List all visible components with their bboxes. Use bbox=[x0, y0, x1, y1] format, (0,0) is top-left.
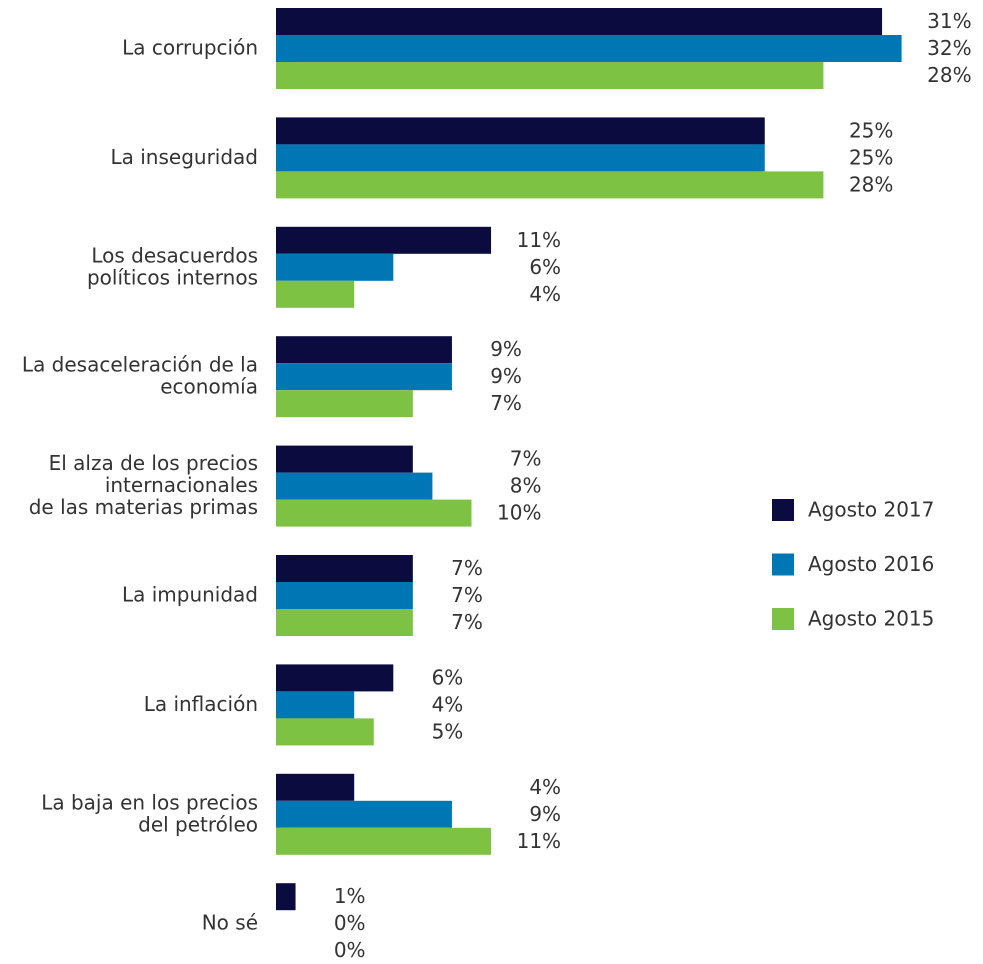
value-label: 4% bbox=[432, 692, 464, 716]
category-label-line: La corrupción bbox=[122, 35, 258, 59]
bar bbox=[276, 280, 355, 308]
bar bbox=[276, 171, 824, 199]
value-label: 0% bbox=[334, 938, 366, 962]
value-label: 9% bbox=[529, 802, 561, 826]
bar bbox=[276, 35, 902, 62]
value-label: 8% bbox=[510, 474, 542, 498]
value-label: 6% bbox=[529, 255, 561, 279]
category-label: La inflación bbox=[144, 691, 258, 715]
category-label-line: La baja en los precios bbox=[41, 790, 258, 814]
legend-label: Agosto 2015 bbox=[808, 607, 934, 631]
value-label: 25% bbox=[849, 118, 893, 142]
bar bbox=[276, 609, 413, 636]
category-label-line: internacionales bbox=[105, 473, 258, 497]
bar bbox=[276, 555, 413, 582]
value-label: 5% bbox=[432, 719, 464, 743]
category-label-line: La impunidad bbox=[122, 582, 258, 606]
legend-swatch bbox=[772, 608, 794, 630]
bar bbox=[276, 8, 883, 35]
bar bbox=[276, 773, 355, 801]
legend-label: Agosto 2016 bbox=[808, 552, 934, 576]
category-label-line: La inseguridad bbox=[110, 144, 258, 168]
category-label: La impunidad bbox=[122, 582, 258, 606]
category-label-line: No sé bbox=[202, 910, 258, 934]
category-label-line: del petróleo bbox=[138, 812, 258, 836]
value-label: 11% bbox=[517, 829, 561, 853]
category-label-line: de las materias primas bbox=[29, 495, 258, 519]
legend-swatch bbox=[772, 499, 794, 521]
category-label-line: políticos internos bbox=[87, 265, 258, 289]
bar bbox=[276, 691, 355, 719]
value-label: 4% bbox=[529, 775, 561, 799]
category-label: La corrupción bbox=[122, 35, 258, 59]
category-label-line: El alza de los precios bbox=[49, 451, 258, 475]
category-label-line: Los desacuerdos bbox=[91, 243, 258, 267]
value-label: 7% bbox=[451, 583, 483, 607]
category-label: El alza de los precios internacionales de … bbox=[29, 451, 258, 519]
legend-swatch bbox=[772, 553, 794, 576]
bar bbox=[276, 390, 413, 418]
category-label: Los desacuerdos políticos internos bbox=[87, 243, 258, 289]
bar bbox=[276, 363, 452, 391]
bar bbox=[276, 664, 394, 692]
value-label: 1% bbox=[334, 884, 366, 908]
category-label-line: La desaceleración de la bbox=[22, 352, 258, 376]
value-label: 31% bbox=[927, 9, 971, 33]
bar bbox=[276, 883, 296, 911]
category-label: No sé bbox=[202, 910, 258, 934]
value-label: 28% bbox=[849, 172, 893, 196]
category-label: La baja en los precios del petróleo bbox=[41, 790, 258, 836]
value-label: 7% bbox=[451, 610, 483, 634]
value-label: 7% bbox=[490, 391, 522, 415]
bar bbox=[276, 336, 452, 364]
value-label: 6% bbox=[432, 665, 464, 689]
bar bbox=[276, 144, 765, 172]
value-label: 7% bbox=[510, 447, 542, 471]
bar bbox=[276, 117, 765, 145]
bar bbox=[276, 253, 394, 281]
value-label: 9% bbox=[490, 364, 522, 388]
bar bbox=[276, 800, 452, 828]
category-label: La inseguridad bbox=[110, 144, 258, 168]
bar bbox=[276, 472, 433, 500]
value-label: 9% bbox=[490, 337, 522, 361]
value-label: 32% bbox=[927, 36, 971, 60]
category-label-line: La inflación bbox=[144, 691, 258, 715]
category-label-line: economía bbox=[160, 374, 258, 398]
value-label: 10% bbox=[497, 501, 541, 525]
value-label: 0% bbox=[334, 911, 366, 935]
legend-label: Agosto 2017 bbox=[808, 498, 934, 522]
bar bbox=[276, 582, 413, 609]
category-label: La desaceleración de la economía bbox=[22, 352, 258, 398]
value-label: 4% bbox=[529, 282, 561, 306]
value-label: 7% bbox=[451, 556, 483, 580]
bar bbox=[276, 445, 413, 473]
bar bbox=[276, 226, 492, 254]
value-label: 28% bbox=[927, 63, 971, 87]
value-label: 25% bbox=[849, 145, 893, 169]
bar bbox=[276, 827, 492, 855]
value-label: 11% bbox=[517, 228, 561, 252]
bar bbox=[276, 499, 472, 527]
bar bbox=[276, 718, 374, 746]
bar bbox=[276, 62, 824, 89]
